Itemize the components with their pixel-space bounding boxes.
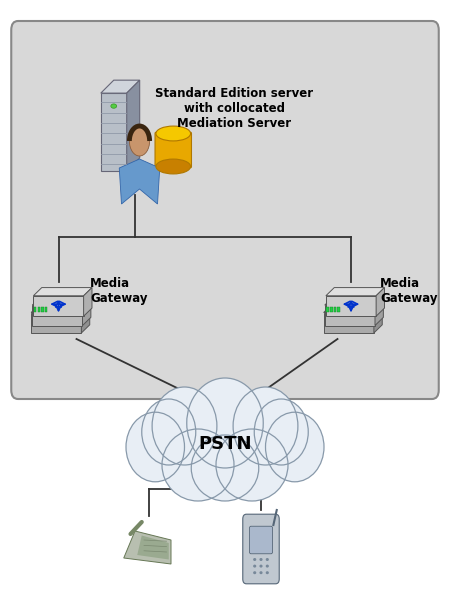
Bar [326, 307, 329, 311]
Ellipse shape [259, 565, 263, 568]
Ellipse shape [266, 571, 269, 574]
Ellipse shape [130, 126, 149, 156]
Ellipse shape [187, 378, 263, 468]
Bar [334, 307, 336, 311]
Polygon shape [124, 531, 171, 564]
Polygon shape [127, 80, 140, 171]
FancyBboxPatch shape [155, 132, 192, 167]
FancyBboxPatch shape [11, 21, 439, 399]
Ellipse shape [259, 571, 263, 574]
Polygon shape [33, 296, 84, 316]
Polygon shape [374, 304, 382, 333]
Ellipse shape [142, 399, 196, 465]
Polygon shape [32, 305, 82, 326]
Text: Media
Gateway: Media Gateway [380, 277, 438, 305]
Ellipse shape [253, 565, 256, 568]
Polygon shape [325, 297, 383, 305]
Polygon shape [84, 287, 92, 316]
Polygon shape [324, 313, 374, 333]
Polygon shape [137, 535, 169, 559]
Polygon shape [376, 287, 384, 316]
Polygon shape [32, 297, 91, 305]
Bar [330, 307, 333, 311]
Ellipse shape [266, 565, 269, 568]
Ellipse shape [191, 435, 259, 501]
Ellipse shape [253, 558, 256, 561]
Bar [45, 307, 47, 311]
Bar [338, 307, 340, 311]
Ellipse shape [156, 126, 191, 141]
Ellipse shape [254, 399, 308, 465]
Polygon shape [326, 296, 376, 316]
Ellipse shape [253, 571, 256, 574]
Polygon shape [119, 159, 160, 204]
Ellipse shape [233, 387, 298, 465]
Polygon shape [324, 304, 382, 313]
Ellipse shape [216, 429, 288, 501]
Ellipse shape [266, 412, 324, 482]
Ellipse shape [152, 387, 217, 465]
Polygon shape [326, 287, 384, 296]
Polygon shape [325, 305, 375, 326]
Ellipse shape [259, 558, 263, 561]
Bar [41, 307, 44, 311]
Ellipse shape [111, 104, 117, 108]
Text: Media
Gateway: Media Gateway [90, 277, 148, 305]
Text: Standard Edition server
with collocated
Mediation Server: Standard Edition server with collocated … [155, 86, 313, 130]
Polygon shape [101, 80, 140, 93]
Polygon shape [31, 313, 81, 333]
Text: PSTN: PSTN [198, 435, 252, 453]
Ellipse shape [266, 558, 269, 561]
Ellipse shape [126, 412, 184, 482]
Polygon shape [33, 287, 92, 296]
Ellipse shape [156, 159, 191, 174]
Bar [34, 307, 36, 311]
FancyBboxPatch shape [243, 514, 279, 584]
Polygon shape [81, 304, 90, 333]
Ellipse shape [162, 429, 234, 501]
Ellipse shape [144, 417, 306, 489]
Polygon shape [101, 93, 127, 171]
Polygon shape [82, 297, 91, 326]
Polygon shape [31, 304, 90, 313]
FancyBboxPatch shape [249, 526, 273, 554]
Bar [38, 307, 40, 311]
Polygon shape [375, 297, 383, 326]
